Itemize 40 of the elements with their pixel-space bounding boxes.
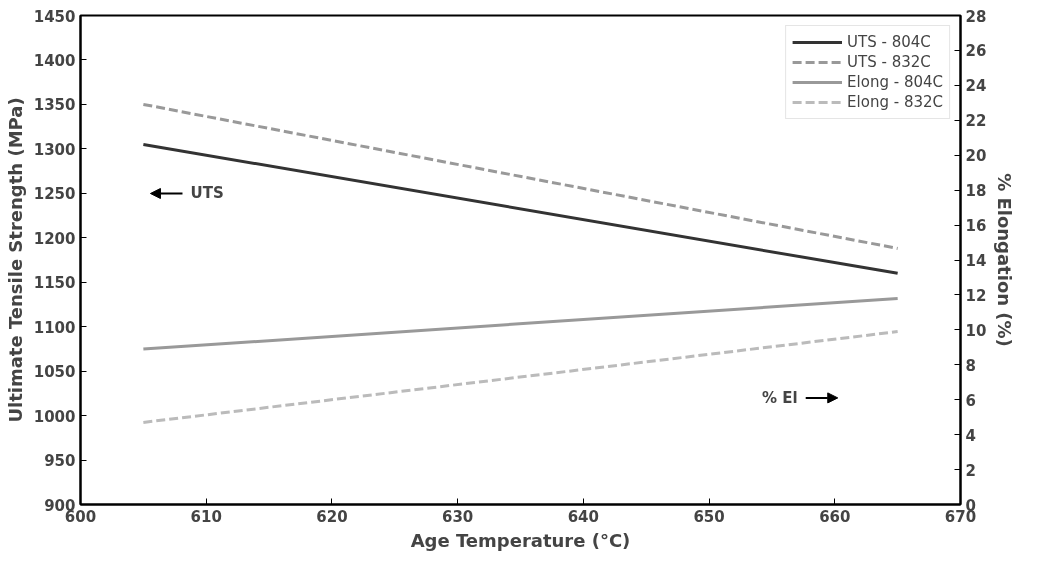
y-tick-label: 1300 — [33, 140, 76, 159]
x-tick-label: 630 — [441, 507, 474, 526]
legend-label: Elong - 832C — [847, 93, 943, 111]
x-tick-label: 610 — [190, 507, 222, 526]
x-tick-label: 660 — [819, 507, 851, 526]
y-tick-label: 1000 — [33, 407, 76, 426]
y2-tick-label: 14 — [965, 252, 987, 270]
y-tick-label: 1100 — [33, 318, 76, 337]
y2-axis-title: % Elongation (%) — [994, 173, 1016, 347]
y-tick-label: 1200 — [33, 229, 76, 248]
y-tick-label: 1350 — [33, 96, 76, 115]
y-tick-label: 1050 — [33, 363, 76, 382]
y-tick-label: 950 — [44, 452, 76, 471]
y-tick-label: 1450 — [33, 7, 76, 26]
y-tick-label: 1250 — [33, 185, 76, 204]
y2-tick-label: 24 — [965, 77, 987, 96]
y-axis-title: Ultimate Tensile Strength (MPa) — [4, 97, 26, 423]
y-tick-label: 1400 — [33, 51, 76, 70]
y2-tick-label: 2 — [965, 461, 976, 480]
x-tick-label: 640 — [567, 507, 600, 526]
y-tick-label: 1150 — [33, 274, 76, 293]
y2-tick-label: 10 — [965, 321, 987, 340]
legend-label: UTS - 804C — [847, 33, 931, 51]
annotation: UTS — [190, 184, 224, 203]
legend-label: UTS - 832C — [847, 53, 931, 71]
y2-tick-label: 20 — [965, 147, 987, 166]
y2-tick-label: 18 — [965, 182, 987, 201]
y2-tick-label: 4 — [965, 426, 976, 445]
x-axis-title: Age Temperature (°C) — [410, 529, 631, 551]
y2-tick-label: 12 — [965, 286, 987, 305]
y2-tick-label: 16 — [965, 217, 987, 236]
x-tick-label: 620 — [316, 507, 348, 526]
annotation: % El — [762, 388, 798, 407]
y2-tick-label: 6 — [965, 391, 976, 410]
x-tick-label: 650 — [693, 507, 725, 526]
y2-tick-label: 8 — [965, 356, 976, 375]
y2-tick-label: 26 — [965, 42, 987, 61]
legend-label: Elong - 804C — [847, 73, 943, 91]
y2-tick-label: 22 — [965, 112, 987, 131]
y2-tick-label: 28 — [965, 7, 987, 26]
